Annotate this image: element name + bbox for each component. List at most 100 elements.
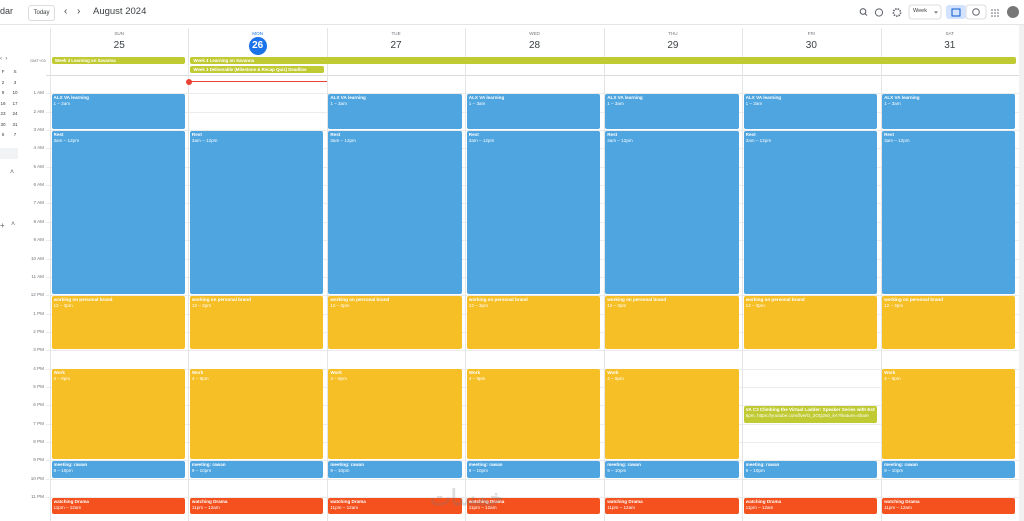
event[interactable]: Rest 3am – 12pm <box>328 130 462 295</box>
collapse-icon[interactable]: ˄ <box>10 169 15 176</box>
event[interactable]: meeting: rawan 9 – 10pm <box>51 460 185 478</box>
event-time: 9 – 10pm <box>53 467 73 473</box>
event[interactable]: meeting: rawan 9 – 10pm <box>605 460 739 478</box>
event-time: 1 – 3am <box>607 100 624 106</box>
event[interactable]: watching Drama 11pm – 12am <box>743 497 878 515</box>
event[interactable]: Rest 3am – 12pm <box>743 130 878 295</box>
view-selector[interactable]: Week <box>913 8 927 14</box>
day-separator <box>465 28 467 521</box>
event[interactable]: ALX VA learning 1 – 3am <box>605 93 739 130</box>
event[interactable]: watching Drama 11pm – 12am <box>328 497 462 515</box>
event[interactable]: working on personal brand 12 – 3pm <box>743 295 878 350</box>
event-title: Rest <box>191 131 202 137</box>
prev-button[interactable]: ‹ <box>64 6 68 17</box>
watermark: خمسات <box>430 485 504 510</box>
event[interactable]: ALX VA learning 1 – 3am <box>743 93 878 130</box>
event[interactable]: working on personal brand 12 – 3pm <box>328 295 462 350</box>
event-title: Work <box>330 370 342 376</box>
event[interactable]: ALX VA learning 1 – 3am <box>51 93 185 130</box>
hour-label: 1 PM <box>33 310 44 316</box>
mini-day: 16 <box>0 100 6 106</box>
event[interactable]: Rest 3am – 12pm <box>605 130 739 295</box>
event[interactable]: watching Drama 11pm – 12am <box>51 497 185 515</box>
event[interactable]: ALX VA learning 1 – 3am <box>882 93 1016 130</box>
all-day-event[interactable]: Week 3 Learning on Savanna <box>52 57 186 64</box>
event-title: watching Drama <box>330 498 366 504</box>
all-day-event[interactable]: Week 3 Deliverable (Milestone & Recap Qu… <box>190 66 324 73</box>
next-button[interactable]: › <box>77 6 81 17</box>
event-title: Rest <box>53 131 64 137</box>
mini-day: S <box>13 69 17 74</box>
event-time: 9 – 10pm <box>607 467 627 473</box>
mini-nav[interactable]: ‹ › <box>0 56 8 62</box>
collapse-icon-2[interactable]: ˄ <box>11 221 16 228</box>
event-title: working on personal brand <box>745 296 805 302</box>
event-title: meeting: rawan <box>884 461 918 467</box>
event[interactable]: working on personal brand 12 – 3pm <box>882 295 1016 350</box>
event[interactable]: VA C3 Climbing the Virtual Ladder: Speak… <box>743 405 878 423</box>
all-day-event[interactable]: Week 4 Learning on Savanna <box>190 57 1016 64</box>
event-title: watching Drama <box>607 498 643 504</box>
mini-day: 17 <box>12 100 18 106</box>
mini-day: 23 <box>0 111 6 116</box>
divider <box>0 24 1024 25</box>
event-time: 4 – 9pm <box>884 376 901 382</box>
event-title: watching Drama <box>468 498 505 504</box>
event-time: 12 – 3pm <box>191 302 212 308</box>
event[interactable]: Work 4 – 9pm <box>51 369 185 460</box>
weekday-label: FRI <box>807 31 816 36</box>
event-time: 4 – 9pm <box>607 376 624 382</box>
event[interactable]: meeting: rawan 9 – 10pm <box>328 460 462 478</box>
hour-label: 4 AM <box>33 145 44 151</box>
event[interactable]: watching Drama 11pm – 12am <box>605 497 739 515</box>
event-time: 12 – 3pm <box>884 302 904 308</box>
event-time: 12 – 3pm <box>745 302 765 308</box>
event[interactable]: Rest 3am – 12pm <box>189 130 324 295</box>
event[interactable]: ALX VA learning 1 – 3am <box>328 93 462 130</box>
event[interactable]: Work 4 – 9pm <box>466 369 601 460</box>
event-time: 9 – 10pm <box>745 467 765 473</box>
event[interactable]: watching Drama 11pm – 12am <box>882 497 1016 515</box>
event[interactable]: watching Drama 11pm – 12am <box>466 497 601 515</box>
event[interactable]: meeting: rawan 9 – 10pm <box>466 460 601 478</box>
event-title: Work <box>468 370 481 376</box>
event-time: 3am – 12pm <box>884 137 910 143</box>
event-time: 1 – 3am <box>53 100 71 106</box>
event[interactable]: meeting: rawan 9 – 10pm <box>743 460 878 478</box>
timezone: GMT+03 <box>30 58 46 63</box>
date-label: 28 <box>528 40 541 51</box>
event-time: 9 – 10pm <box>468 467 488 473</box>
today-button[interactable]: Today <box>28 5 55 21</box>
event[interactable]: working on personal brand 12 – 3pm <box>189 295 324 350</box>
event-title: working on personal brand <box>330 296 390 302</box>
event[interactable]: ALX VA learning 1 – 3am <box>466 93 601 130</box>
weekday-label: WED <box>529 31 540 36</box>
mini-day: 10 <box>12 90 18 95</box>
event[interactable]: watching Drama 11pm – 12am <box>189 497 324 515</box>
event-time: 9 – 10pm <box>191 467 212 473</box>
day-separator <box>880 28 882 521</box>
weekday-label: MON <box>252 31 263 36</box>
weekday-label: THU <box>668 31 678 36</box>
event[interactable]: working on personal brand 12 – 3pm <box>466 295 601 350</box>
event-title: ALX VA learning <box>468 94 505 100</box>
event[interactable]: Work 4 – 9pm <box>882 369 1016 460</box>
mini-day: 24 <box>12 111 18 116</box>
hour-label: 8 AM <box>33 218 44 224</box>
event[interactable]: working on personal brand 12 – 3pm <box>605 295 739 350</box>
event-title: ALX VA learning <box>745 94 782 100</box>
event-title: meeting: rawan <box>53 461 88 467</box>
event[interactable]: Work 4 – 9pm <box>328 369 462 460</box>
event-title: Rest <box>884 131 895 137</box>
add-icon[interactable]: + <box>0 221 5 230</box>
event[interactable]: Rest 3am – 12pm <box>51 130 185 295</box>
scrollbar[interactable] <box>1019 25 1024 521</box>
date-label: 29 <box>667 40 679 51</box>
event[interactable]: Work 4 – 9pm <box>189 369 324 460</box>
event[interactable]: meeting: rawan 9 – 10pm <box>189 460 324 478</box>
event[interactable]: Rest 3am – 12pm <box>466 130 601 295</box>
event[interactable]: working on personal brand 12 – 3pm <box>51 295 185 350</box>
event[interactable]: Rest 3am – 12pm <box>882 130 1016 295</box>
event[interactable]: meeting: rawan 9 – 10pm <box>882 460 1016 478</box>
event[interactable]: Work 4 – 9pm <box>605 369 739 460</box>
